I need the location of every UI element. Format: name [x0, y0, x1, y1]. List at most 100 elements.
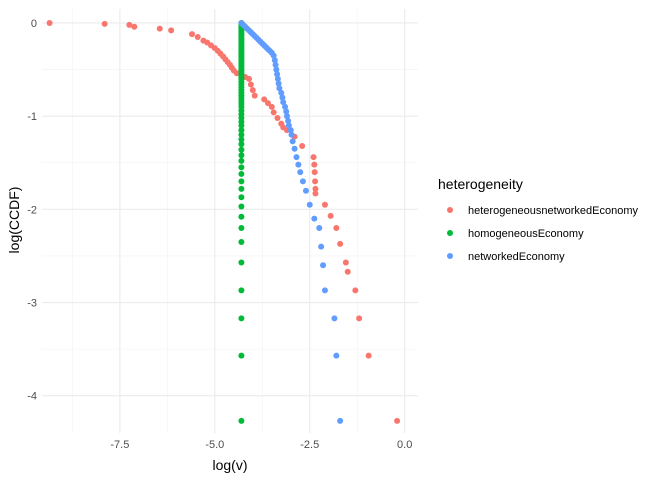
legend-key — [447, 207, 453, 213]
x-tick-label: -7.5 — [110, 439, 129, 451]
data-point-networkedEconomy — [282, 103, 289, 110]
data-point-heterogeneousnetworkedEconomy — [194, 33, 201, 40]
x-tick-label: 0.0 — [397, 439, 412, 451]
x-axis-ticks: -7.5 -5.0 -2.5 0.0 — [110, 439, 412, 451]
data-point-heterogeneousnetworkedEconomy — [356, 315, 363, 322]
data-point-heterogeneousnetworkedEconomy — [312, 185, 319, 192]
data-point-homogeneousEconomy — [238, 287, 245, 294]
data-point-homogeneousEconomy — [238, 157, 245, 164]
data-point-heterogeneousnetworkedEconomy — [274, 115, 281, 122]
data-point-networkedEconomy — [337, 417, 344, 424]
data-point-networkedEconomy — [293, 154, 300, 161]
data-point-networkedEconomy — [275, 80, 282, 87]
data-point-heterogeneousnetworkedEconomy — [337, 240, 344, 247]
data-point-networkedEconomy — [321, 287, 328, 294]
data-point-homogeneousEconomy — [238, 203, 245, 210]
x-tick-label: -2.5 — [300, 439, 319, 451]
grid-major — [42, 9, 418, 433]
data-point-networkedEconomy — [295, 161, 302, 168]
data-point-homogeneousEconomy — [238, 141, 245, 148]
data-point-heterogeneousnetworkedEconomy — [264, 100, 271, 107]
data-point-homogeneousEconomy — [238, 164, 245, 171]
data-point-heterogeneousnetworkedEconomy — [156, 25, 163, 32]
data-point-networkedEconomy — [291, 145, 298, 152]
y-tick-label: -3 — [27, 298, 37, 310]
data-point-networkedEconomy — [333, 352, 340, 359]
data-point-heterogeneousnetworkedEconomy — [310, 154, 317, 161]
y-tick-label: -2 — [27, 204, 37, 216]
legend-title: heterogeneity — [438, 176, 523, 192]
data-point-heterogeneousnetworkedEconomy — [101, 20, 108, 27]
data-point-networkedEconomy — [271, 57, 278, 64]
data-point-heterogeneousnetworkedEconomy — [245, 75, 252, 82]
legend-label: networkedEconomy — [468, 251, 565, 263]
data-point-networkedEconomy — [316, 224, 323, 231]
data-point-homogeneousEconomy — [238, 152, 245, 159]
grid-minor — [42, 9, 418, 433]
data-point-heterogeneousnetworkedEconomy — [321, 201, 328, 208]
data-point-networkedEconomy — [288, 131, 295, 138]
data-point-networkedEconomy — [318, 243, 325, 250]
data-point-networkedEconomy — [272, 61, 279, 68]
data-point-heterogeneousnetworkedEconomy — [247, 81, 254, 88]
data-point-homogeneousEconomy — [238, 146, 245, 153]
data-point-homogeneousEconomy — [238, 122, 245, 129]
data-point-homogeneousEconomy — [238, 238, 245, 245]
data-point-heterogeneousnetworkedEconomy — [189, 31, 196, 38]
data-point-homogeneousEconomy — [238, 352, 245, 359]
data-point-heterogeneousnetworkedEconomy — [344, 268, 351, 275]
data-point-heterogeneousnetworkedEconomy — [342, 259, 349, 266]
data-point-homogeneousEconomy — [238, 178, 245, 185]
data-point-heterogeneousnetworkedEconomy — [352, 287, 359, 294]
y-tick-label: 0 — [31, 18, 37, 30]
legend-key — [447, 253, 453, 259]
data-point-heterogeneousnetworkedEconomy — [327, 212, 334, 219]
data-point-networkedEconomy — [274, 75, 281, 82]
data-point-networkedEconomy — [320, 262, 327, 269]
data-point-heterogeneousnetworkedEconomy — [312, 178, 319, 185]
data-point-heterogeneousnetworkedEconomy — [233, 70, 240, 77]
data-point-networkedEconomy — [283, 108, 290, 115]
data-point-homogeneousEconomy — [238, 315, 245, 322]
data-point-networkedEconomy — [280, 99, 287, 106]
data-point-heterogeneousnetworkedEconomy — [394, 417, 401, 424]
data-point-homogeneousEconomy — [238, 127, 245, 134]
data-point-heterogeneousnetworkedEconomy — [365, 352, 372, 359]
legend-label: heterogeneousnetworkedEconomy — [468, 205, 639, 217]
data-point-heterogeneousnetworkedEconomy — [311, 169, 318, 176]
y-tick-label: -1 — [27, 111, 37, 123]
data-point-networkedEconomy — [306, 201, 313, 208]
data-point-networkedEconomy — [274, 71, 281, 78]
legend: heterogeneity heterogeneousnetworkedEcon… — [438, 176, 639, 263]
data-point-heterogeneousnetworkedEconomy — [249, 87, 256, 94]
data-point-homogeneousEconomy — [238, 417, 245, 424]
data-point-heterogeneousnetworkedEconomy — [168, 27, 175, 34]
data-point-networkedEconomy — [311, 215, 318, 222]
data-point-heterogeneousnetworkedEconomy — [261, 96, 268, 103]
data-point-heterogeneousnetworkedEconomy — [46, 19, 53, 26]
data-point-heterogeneousnetworkedEconomy — [126, 21, 133, 28]
data-point-heterogeneousnetworkedEconomy — [299, 142, 306, 149]
data-point-homogeneousEconomy — [238, 213, 245, 220]
x-axis-title: log(v) — [212, 457, 247, 473]
data-point-networkedEconomy — [285, 122, 292, 129]
y-axis-title: log(CCDF) — [6, 187, 22, 254]
data-point-networkedEconomy — [299, 178, 306, 185]
data-point-heterogeneousnetworkedEconomy — [268, 103, 275, 110]
data-point-homogeneousEconomy — [238, 224, 245, 231]
data-point-networkedEconomy — [276, 85, 283, 92]
data-point-homogeneousEconomy — [238, 185, 245, 192]
data-point-networkedEconomy — [283, 113, 290, 120]
data-point-networkedEconomy — [278, 89, 285, 96]
data-point-networkedEconomy — [331, 315, 338, 322]
data-point-heterogeneousnetworkedEconomy — [270, 109, 277, 116]
data-point-networkedEconomy — [285, 117, 292, 124]
data-point-networkedEconomy — [297, 169, 304, 176]
data-point-homogeneousEconomy — [238, 259, 245, 266]
data-point-heterogeneousnetworkedEconomy — [333, 224, 340, 231]
x-tick-label: -5.0 — [205, 439, 224, 451]
legend-label: homogeneousEconomy — [468, 228, 584, 240]
data-points — [46, 19, 401, 424]
data-point-homogeneousEconomy — [238, 131, 245, 138]
